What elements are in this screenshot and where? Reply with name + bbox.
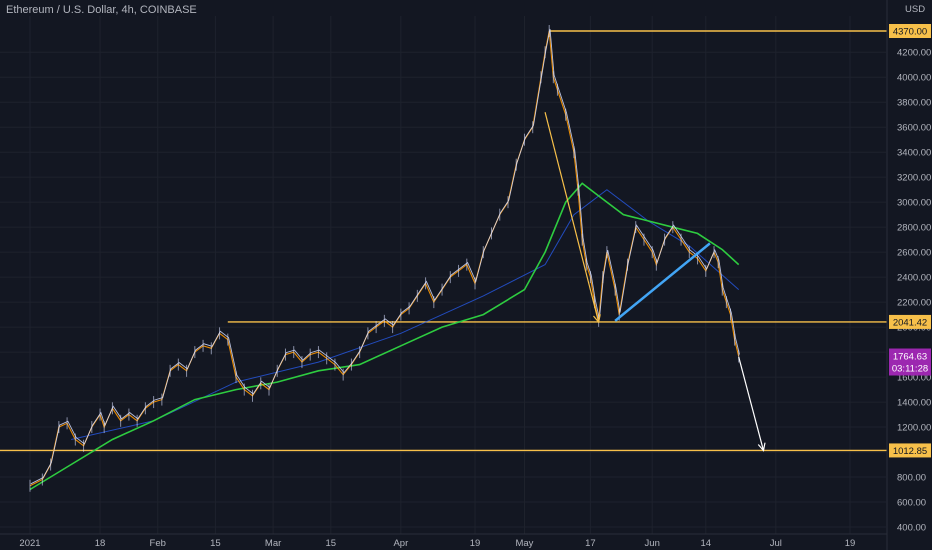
price-tick-label: 2600.00 xyxy=(897,248,931,259)
time-tick-label: 2021 xyxy=(19,538,40,549)
time-tick-label: Apr xyxy=(393,538,408,549)
current-price-label: 1764.63 xyxy=(893,352,927,363)
arrow-line[interactable] xyxy=(738,356,765,451)
price-tick-label: 400.00 xyxy=(897,523,926,534)
price-tick-label: 3000.00 xyxy=(897,198,931,209)
price-tick-label: 3600.00 xyxy=(897,123,931,134)
price-tick-label: 4200.00 xyxy=(897,48,931,59)
price-tick-label: 3800.00 xyxy=(897,98,931,109)
price-tick-label: 1400.00 xyxy=(897,398,931,409)
price-line xyxy=(30,28,740,485)
bar-countdown-label: 03:11:28 xyxy=(892,364,928,375)
current-price-badge xyxy=(889,348,931,376)
price-tick-label: 2800.00 xyxy=(897,223,931,234)
price-tick-label: 1200.00 xyxy=(897,423,931,434)
price-tick-label: 800.00 xyxy=(897,473,926,484)
time-tick-label: Jul xyxy=(770,538,782,549)
arrow-head xyxy=(593,314,601,324)
time-tick-label: 19 xyxy=(470,538,481,549)
time-tick-label: 17 xyxy=(585,538,596,549)
price-tick-label: 3200.00 xyxy=(897,173,931,184)
time-tick-label: Feb xyxy=(150,538,166,549)
arrow-line[interactable] xyxy=(544,112,600,323)
price-tick-label: 4000.00 xyxy=(897,73,931,84)
level-price-badge xyxy=(889,314,931,329)
price-tick-label: 1600.00 xyxy=(897,373,931,384)
arrow-head xyxy=(757,442,766,452)
time-axis[interactable]: 2021 18 Feb 15 Mar 15 Apr 19 May 17 Jun 14 Jul 19 xyxy=(0,533,887,549)
time-tick-label: Mar xyxy=(265,538,281,549)
level-price-badge xyxy=(889,443,931,458)
currency-label: USD xyxy=(905,4,925,15)
time-tick-label: 19 xyxy=(845,538,856,549)
moving-average-line-fast xyxy=(71,189,740,440)
moving-average-line-slow xyxy=(29,182,740,491)
level-price-label: 1012.85 xyxy=(893,446,927,457)
time-tick-label: 14 xyxy=(700,538,711,549)
level-price-badge xyxy=(889,24,931,38)
price-tick-label: 2400.00 xyxy=(897,273,931,284)
time-tick-label: May xyxy=(515,538,533,549)
moving-averages xyxy=(29,182,740,491)
price-series xyxy=(29,25,740,492)
trend-line[interactable] xyxy=(614,242,711,322)
time-tick-label: 15 xyxy=(326,538,337,549)
chart-title: Ethereum / U.S. Dollar, 4h, COINBASE xyxy=(6,4,197,16)
time-tick-label: Jun xyxy=(645,538,660,549)
grid xyxy=(0,16,886,534)
price-tick-label: 3400.00 xyxy=(897,148,931,159)
level-price-label: 4370.00 xyxy=(893,27,927,38)
time-tick-label: 18 xyxy=(95,538,106,549)
price-tick-label: 600.00 xyxy=(897,498,926,509)
horizontal-levels[interactable] xyxy=(0,30,887,452)
level-price-label: 2041.42 xyxy=(893,317,927,328)
price-tick-label: 2200.00 xyxy=(897,298,931,309)
time-tick-label: 15 xyxy=(210,538,221,549)
drawing-annotations[interactable] xyxy=(544,112,766,452)
